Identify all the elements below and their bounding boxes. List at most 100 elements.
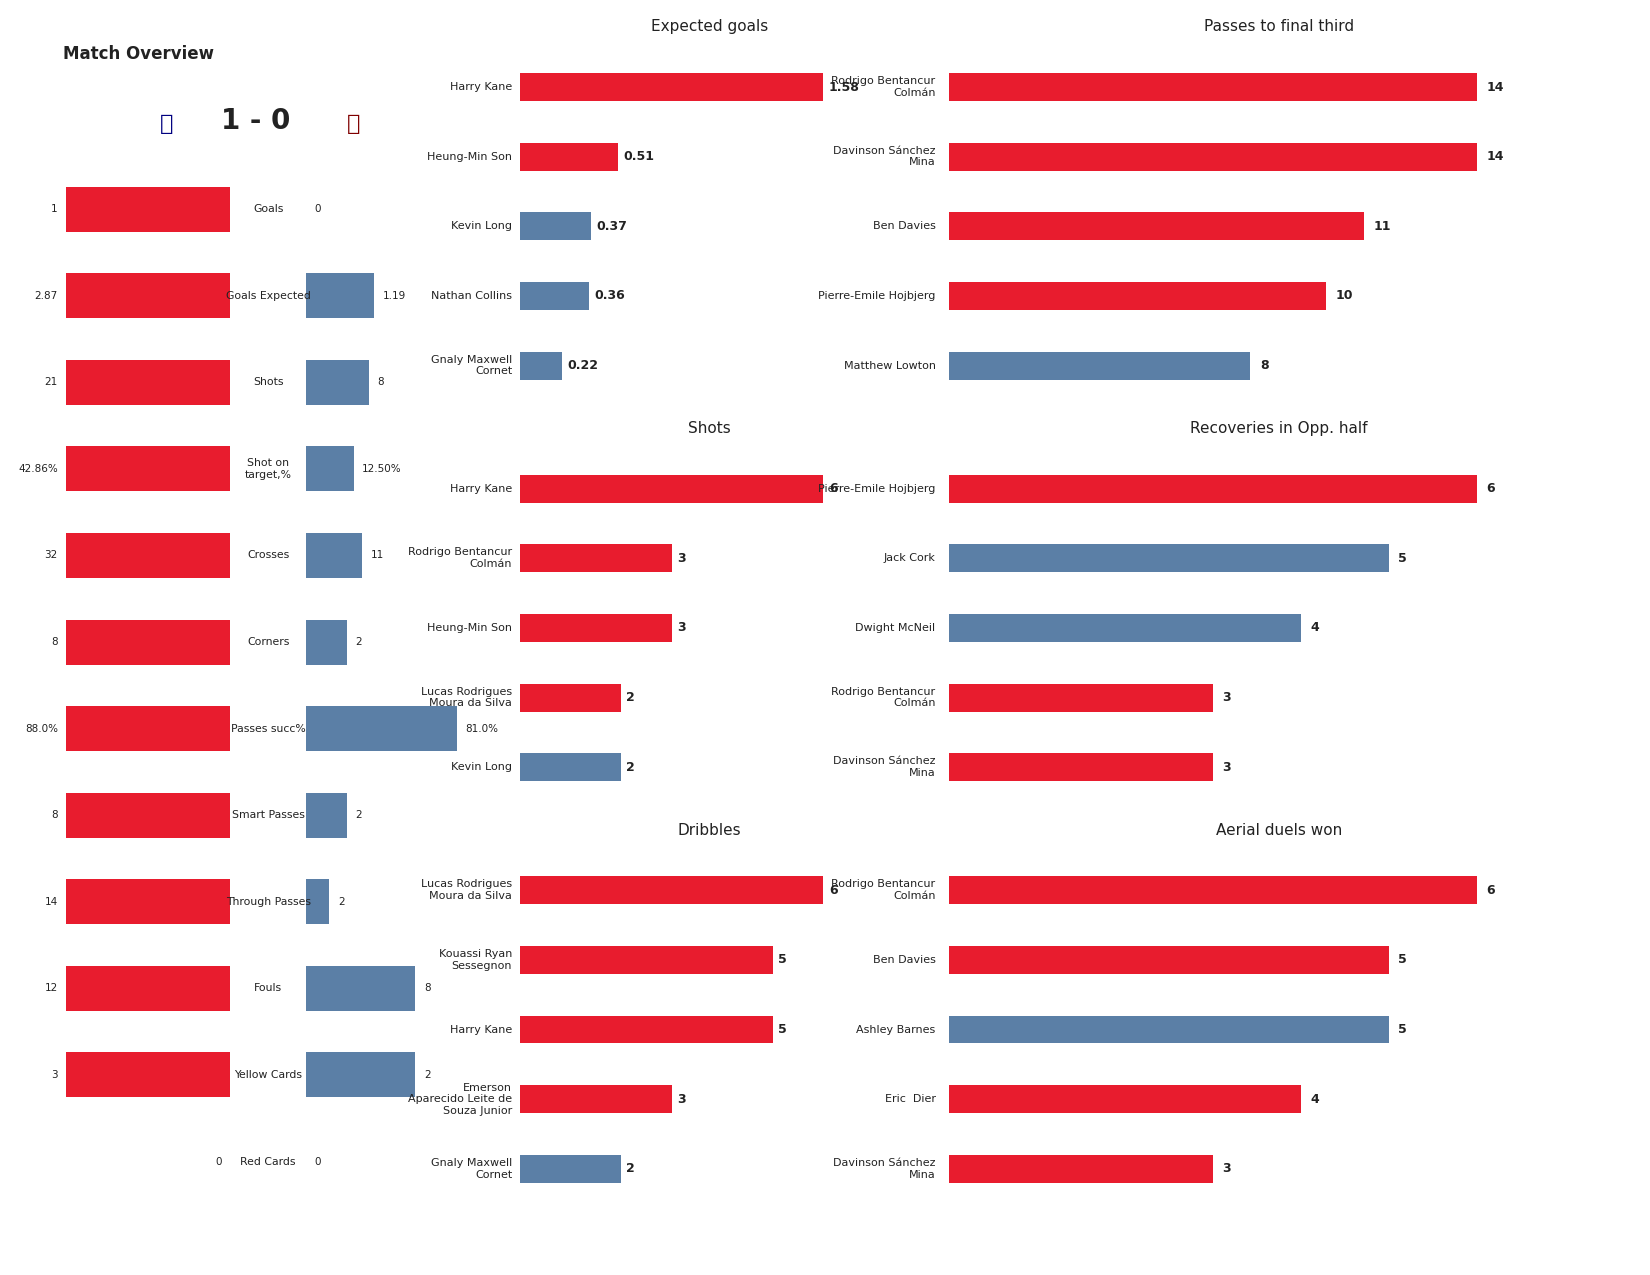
Text: Smart Passes: Smart Passes	[231, 810, 305, 820]
Text: 2.87: 2.87	[35, 291, 58, 301]
Bar	[520, 946, 772, 974]
Text: 14: 14	[1487, 150, 1503, 163]
Text: Rodrigo Bentancur
Colmán: Rodrigo Bentancur Colmán	[408, 547, 512, 569]
Text: 1.58: 1.58	[828, 80, 860, 93]
Text: Goals: Goals	[252, 204, 284, 214]
Bar	[66, 360, 231, 404]
Text: Kouassi Ryan
Sessegnon: Kouassi Ryan Sessegnon	[439, 949, 512, 970]
Text: Kevin Long: Kevin Long	[450, 222, 512, 231]
Text: Matthew Lowton: Matthew Lowton	[843, 361, 936, 371]
Text: 5: 5	[779, 954, 787, 966]
Text: 1.19: 1.19	[383, 291, 406, 301]
Bar	[520, 1155, 620, 1183]
Bar	[520, 352, 563, 380]
Text: 6: 6	[1487, 482, 1495, 495]
Text: Ben Davies: Ben Davies	[873, 955, 936, 965]
Text: Davinson Sánchez
Mina: Davinson Sánchez Mina	[833, 1158, 936, 1179]
Bar	[949, 754, 1213, 782]
Text: Jack Cork: Jack Cork	[884, 553, 936, 564]
Text: ⚽: ⚽	[346, 115, 360, 134]
Text: Gnaly Maxwell
Cornet: Gnaly Maxwell Cornet	[431, 1158, 512, 1179]
Bar	[305, 446, 353, 491]
Bar	[949, 282, 1327, 310]
Text: 3: 3	[1223, 1163, 1231, 1176]
Bar	[66, 966, 231, 1011]
Text: Kevin Long: Kevin Long	[450, 762, 512, 773]
Text: Harry Kane: Harry Kane	[450, 1025, 512, 1034]
Text: Harry Kane: Harry Kane	[450, 82, 512, 92]
Bar	[520, 474, 823, 502]
Bar	[66, 273, 231, 319]
Text: Heung-Min Son: Heung-Min Son	[427, 152, 512, 162]
Text: Nathan Collins: Nathan Collins	[431, 291, 512, 301]
Text: 5: 5	[1398, 954, 1407, 966]
Bar	[66, 533, 231, 578]
Text: 2: 2	[627, 1163, 635, 1176]
Text: Rodrigo Bentancur
Colmán: Rodrigo Bentancur Colmán	[832, 76, 936, 98]
Bar	[520, 544, 672, 572]
Text: 0.37: 0.37	[596, 219, 627, 233]
Text: 42.86%: 42.86%	[18, 464, 58, 474]
Bar	[66, 706, 231, 751]
Text: 3: 3	[676, 621, 686, 635]
Text: 0.22: 0.22	[568, 360, 599, 372]
Bar	[305, 793, 346, 838]
Bar	[949, 615, 1300, 641]
Text: Ashley Barnes: Ashley Barnes	[856, 1025, 936, 1034]
Text: Passes succ%: Passes succ%	[231, 724, 305, 733]
Bar	[949, 1085, 1300, 1113]
Text: 81.0%: 81.0%	[465, 724, 498, 733]
Bar	[949, 1155, 1213, 1183]
Text: Lucas Rodrigues
Moura da Silva: Lucas Rodrigues Moura da Silva	[421, 687, 512, 709]
Text: 12: 12	[45, 983, 58, 993]
Text: 2: 2	[338, 896, 345, 907]
Text: 3: 3	[1223, 761, 1231, 774]
Title: Recoveries in Opp. half: Recoveries in Opp. half	[1190, 421, 1368, 436]
Bar	[949, 946, 1389, 974]
Text: 14: 14	[45, 896, 58, 907]
Text: Lucas Rodrigues
Moura da Silva: Lucas Rodrigues Moura da Silva	[421, 880, 512, 901]
Bar	[305, 880, 330, 924]
Text: 0.51: 0.51	[624, 150, 653, 163]
Text: 3: 3	[676, 552, 686, 565]
Bar	[305, 706, 457, 751]
Bar	[66, 620, 231, 664]
Bar	[305, 966, 416, 1011]
Title: Dribbles: Dribbles	[678, 822, 741, 838]
Text: Eric  Dier: Eric Dier	[884, 1094, 936, 1104]
Text: 8: 8	[1261, 360, 1269, 372]
Bar	[520, 73, 823, 101]
Text: Red Cards: Red Cards	[241, 1156, 295, 1167]
Bar	[520, 1016, 772, 1043]
Text: 8: 8	[376, 377, 383, 388]
Bar	[305, 273, 375, 319]
Text: 2: 2	[355, 810, 361, 820]
Title: Shots: Shots	[688, 421, 731, 436]
Bar	[66, 186, 231, 232]
Bar	[949, 1016, 1389, 1043]
Text: 6: 6	[828, 482, 838, 495]
Title: Aerial duels won: Aerial duels won	[1216, 822, 1341, 838]
Text: Pierre-Emile Hojbjerg: Pierre-Emile Hojbjerg	[818, 291, 936, 301]
Bar	[520, 754, 620, 782]
Text: Goals Expected: Goals Expected	[226, 291, 310, 301]
Text: 0.36: 0.36	[594, 289, 625, 302]
Text: Rodrigo Bentancur
Colmán: Rodrigo Bentancur Colmán	[832, 687, 936, 709]
Text: Heung-Min Son: Heung-Min Son	[427, 623, 512, 632]
Bar	[66, 1052, 231, 1098]
Text: ⚽: ⚽	[160, 115, 173, 134]
Bar	[520, 876, 823, 904]
Text: 0: 0	[216, 1156, 221, 1167]
Text: Ben Davies: Ben Davies	[873, 222, 936, 231]
Bar	[520, 213, 591, 240]
Text: Through Passes: Through Passes	[226, 896, 310, 907]
Text: 4: 4	[1310, 621, 1318, 635]
Bar	[520, 282, 589, 310]
Text: 5: 5	[1398, 552, 1407, 565]
Title: Expected goals: Expected goals	[650, 19, 769, 34]
Text: 3: 3	[51, 1070, 58, 1080]
Bar	[305, 360, 368, 404]
Text: 2: 2	[627, 761, 635, 774]
Bar	[66, 793, 231, 838]
Text: Shot on
target,%: Shot on target,%	[244, 458, 292, 479]
